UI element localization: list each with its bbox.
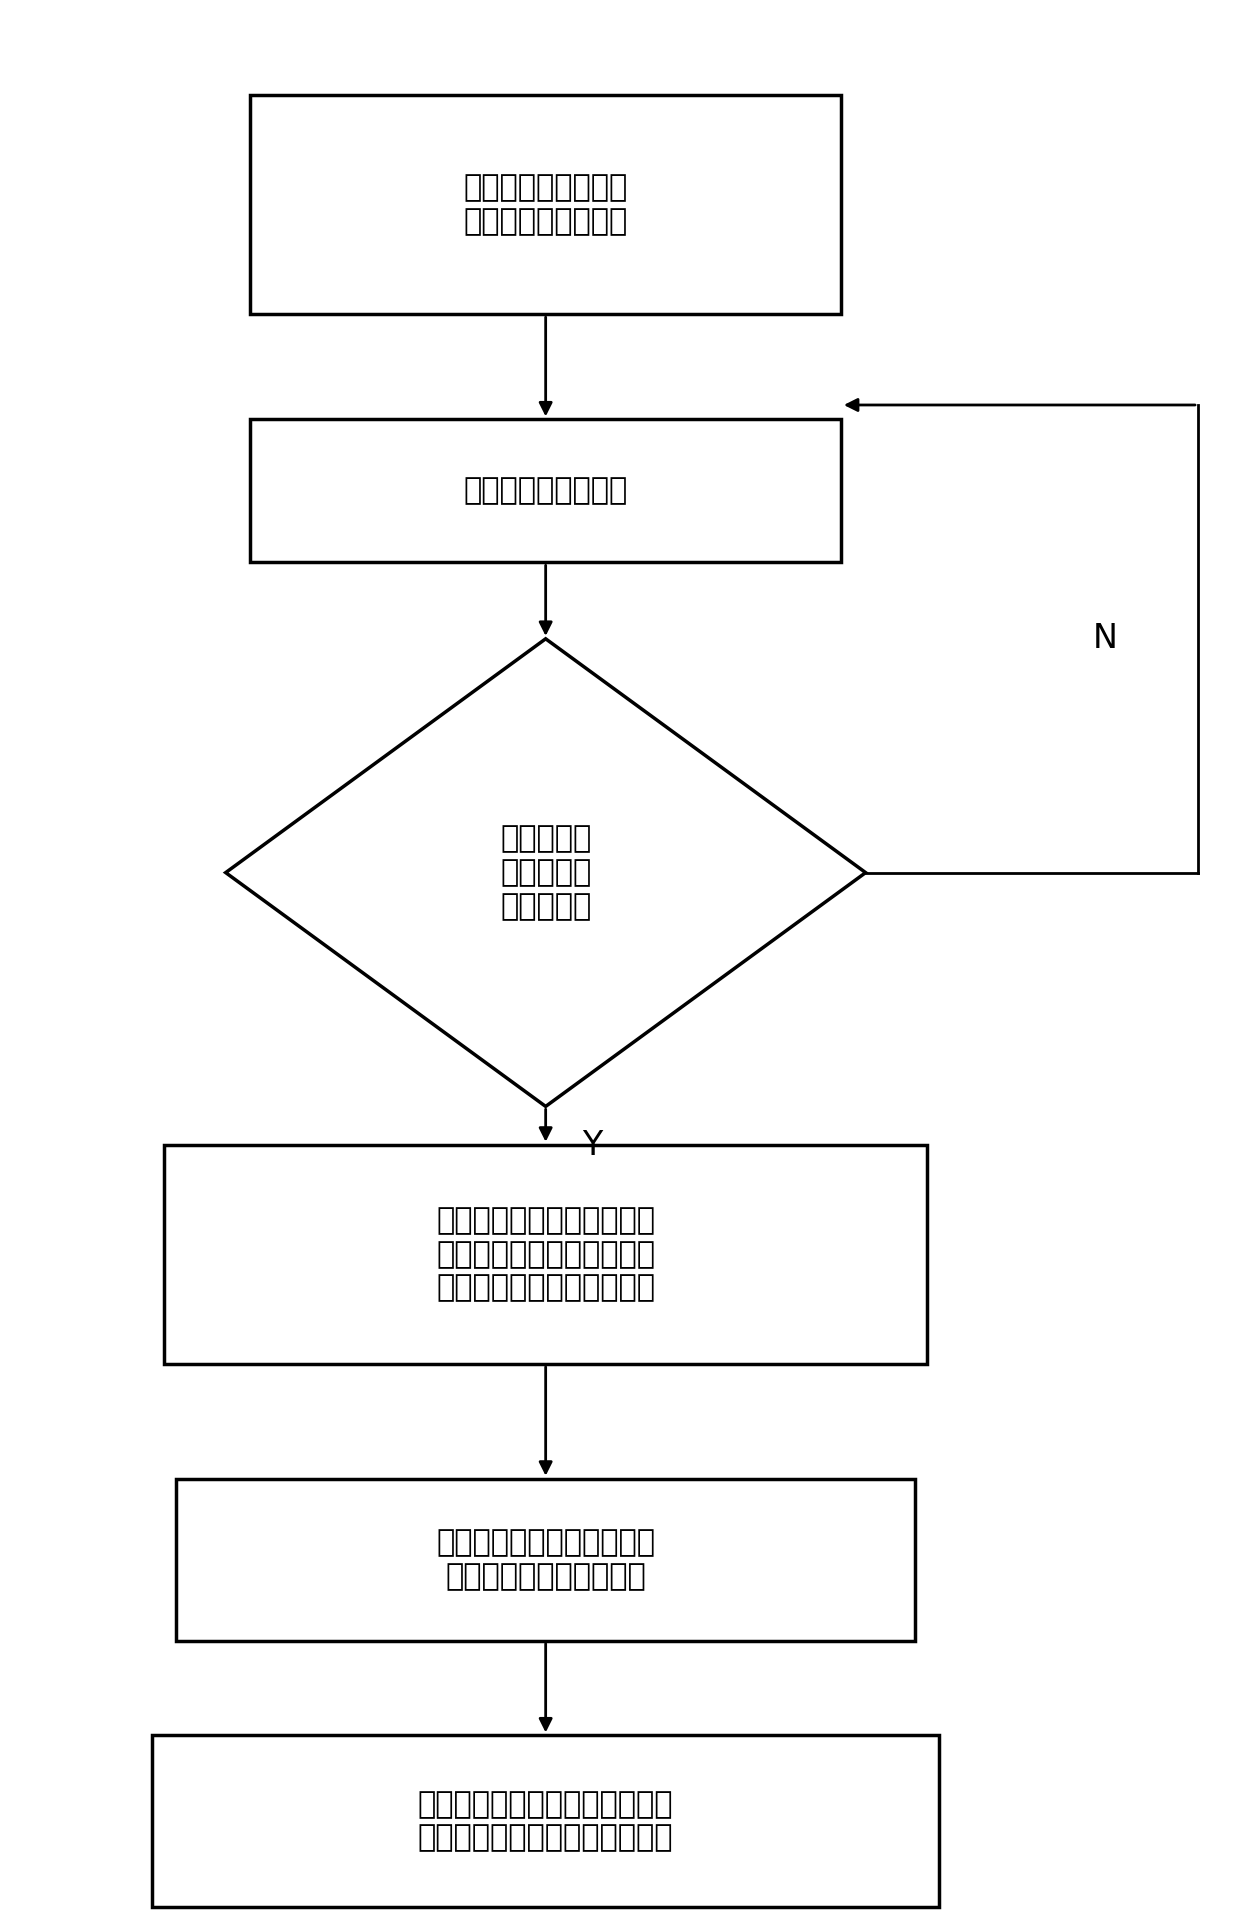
Bar — [164, 1144, 927, 1365]
Text: 根据所述数量差异调整不同通行
方向上交通灯的红绿灯亮灯时间: 根据所述数量差异调整不同通行 方向上交通灯的红绿灯亮灯时间 — [418, 1790, 674, 1852]
Bar — [250, 94, 841, 314]
Bar — [250, 420, 841, 562]
Text: 车辆到交通
灯的距离小
于距离阈值: 车辆到交通 灯的距离小 于距离阈值 — [501, 824, 591, 920]
Bar — [152, 1735, 939, 1907]
Bar — [176, 1478, 914, 1641]
Polygon shape — [225, 638, 866, 1106]
Text: 计算不同通行方向上所接收
到的通行请求的数量差异: 计算不同通行方向上所接收 到的通行请求的数量差异 — [436, 1528, 655, 1591]
Text: 接收各个车辆所发送通行请
求，并统计不同通行方向上
所接收到的通行请求的数量: 接收各个车辆所发送通行请 求，并统计不同通行方向上 所接收到的通行请求的数量 — [436, 1206, 655, 1302]
Text: Y: Y — [582, 1129, 603, 1162]
Text: N: N — [1093, 623, 1118, 656]
Text: 初始化交通灯的亮灯
状态，设置距离阈值: 初始化交通灯的亮灯 状态，设置距离阈值 — [463, 173, 628, 236]
Text: 获取车辆的实时位置: 获取车辆的实时位置 — [463, 477, 628, 506]
